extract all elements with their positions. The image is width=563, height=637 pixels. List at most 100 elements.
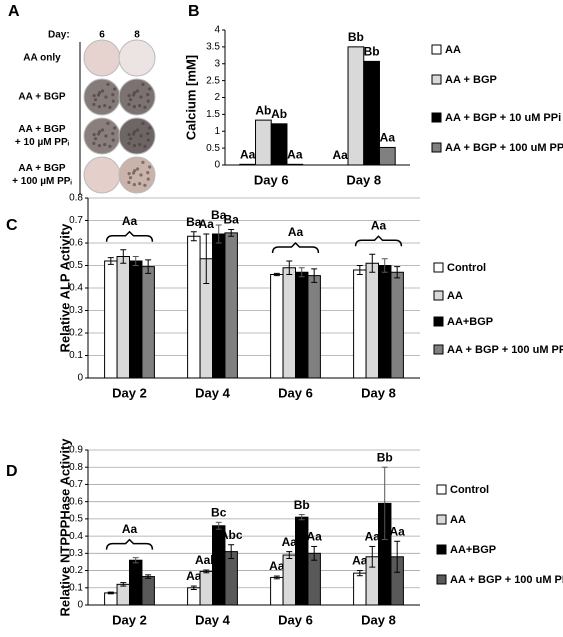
error-bar (394, 540, 401, 573)
well-speckle (132, 183, 137, 187)
well-speckle (133, 90, 137, 95)
well-speckle (97, 105, 102, 109)
significance-label: Aa (269, 559, 285, 573)
bar (141, 576, 155, 606)
well-speckle (138, 181, 142, 186)
error-bar (145, 259, 152, 274)
error-bar (298, 267, 305, 278)
significance-label: Aa (352, 554, 368, 568)
well-speckle (92, 133, 96, 137)
y-tick-label: 1 (214, 126, 220, 137)
significance-label: Bb (364, 45, 380, 59)
well-photo (83, 117, 121, 155)
well-speckle (106, 121, 110, 125)
bar (282, 554, 296, 606)
well-speckle (103, 103, 107, 108)
well-speckle (100, 128, 105, 132)
well-speckle (141, 160, 145, 164)
error-bar (381, 466, 388, 541)
y-tick-label: 0.7 (69, 215, 83, 226)
significance-label: Aa (287, 147, 303, 161)
legend-swatch (436, 484, 447, 495)
panel-letter: C (6, 217, 18, 234)
y-tick-label: 0.7 (69, 479, 83, 490)
well-speckle (108, 105, 112, 109)
well-speckle (113, 126, 117, 130)
well-speckle (146, 138, 150, 142)
legend-swatch (433, 290, 444, 301)
bar (307, 275, 321, 379)
bracket (354, 235, 403, 247)
significance-label: Aa (332, 148, 348, 162)
bar (353, 269, 367, 379)
well-speckle (132, 105, 137, 109)
bar (286, 163, 304, 166)
legend-label: AA + BGP + 100 uM PPi (445, 142, 563, 154)
well-photo (118, 78, 156, 116)
well-speckle (92, 102, 96, 107)
well-speckle (127, 172, 131, 176)
well-photo (118, 39, 156, 77)
x-tick-label: Day 8 (361, 612, 396, 627)
panel-letter: D (6, 463, 18, 480)
well-speckle (127, 133, 131, 137)
bar (347, 46, 365, 166)
day-number: 6 (99, 30, 105, 41)
y-tick-label: 0.9 (69, 445, 83, 456)
error-bar (286, 551, 293, 559)
bar (295, 271, 309, 379)
well-speckle (92, 141, 96, 146)
well-speckle (139, 95, 143, 99)
error-bar (132, 256, 139, 266)
well-speckle (141, 82, 145, 86)
legend-label: AA (450, 514, 466, 526)
bar (199, 570, 214, 606)
y-tick-label: 4 (214, 25, 220, 36)
y-axis-title: Relative NTPPPHase Activity (57, 438, 72, 617)
significance-label: Bb (294, 498, 310, 512)
x-tick-label: Day 2 (112, 612, 147, 627)
legend-swatch (431, 112, 442, 123)
bar (255, 119, 272, 166)
bar (282, 267, 296, 379)
legend-swatch (431, 142, 442, 153)
y-tick-label: 2 (214, 92, 220, 103)
y-tick-label: 0.3 (69, 548, 83, 559)
error-bar (215, 521, 222, 530)
well-speckle (104, 134, 108, 138)
well-speckle (148, 87, 152, 91)
legend-swatch (433, 344, 444, 355)
error-bar (120, 582, 127, 587)
well-speckle (128, 137, 133, 141)
well-speckle (139, 134, 143, 138)
well-photo (118, 117, 156, 155)
well-speckle (138, 103, 142, 108)
error-bar (145, 574, 152, 579)
bar (378, 146, 396, 166)
well-speckle (128, 98, 133, 102)
error-bar (286, 260, 293, 275)
significance-label: Aa (199, 217, 215, 231)
significance-label: Aab (195, 553, 218, 567)
bar (365, 262, 379, 379)
x-tick-label: Day 6 (278, 385, 313, 400)
error-bar (273, 575, 280, 580)
legend-label: AA + BGP (445, 74, 497, 86)
error-bar (107, 591, 114, 595)
well-speckle (127, 180, 131, 185)
well-photo (118, 156, 156, 194)
error-bar (203, 233, 210, 284)
well-speckle (135, 167, 140, 171)
legend-label: Control (450, 484, 489, 496)
legend-swatch (436, 574, 447, 585)
y-tick-label: 0.4 (69, 531, 83, 542)
error-bar (132, 557, 139, 564)
y-tick-label: 1.5 (206, 109, 220, 120)
y-tick-label: 3 (214, 58, 220, 69)
legend-label: AA + BGP + 100 uM PPi (450, 574, 563, 586)
bracket (271, 241, 320, 254)
x-tick-label: Day 4 (195, 385, 230, 400)
significance-label: Aa (380, 131, 396, 145)
significance-label: Aa (390, 524, 406, 538)
error-bar (215, 224, 222, 244)
